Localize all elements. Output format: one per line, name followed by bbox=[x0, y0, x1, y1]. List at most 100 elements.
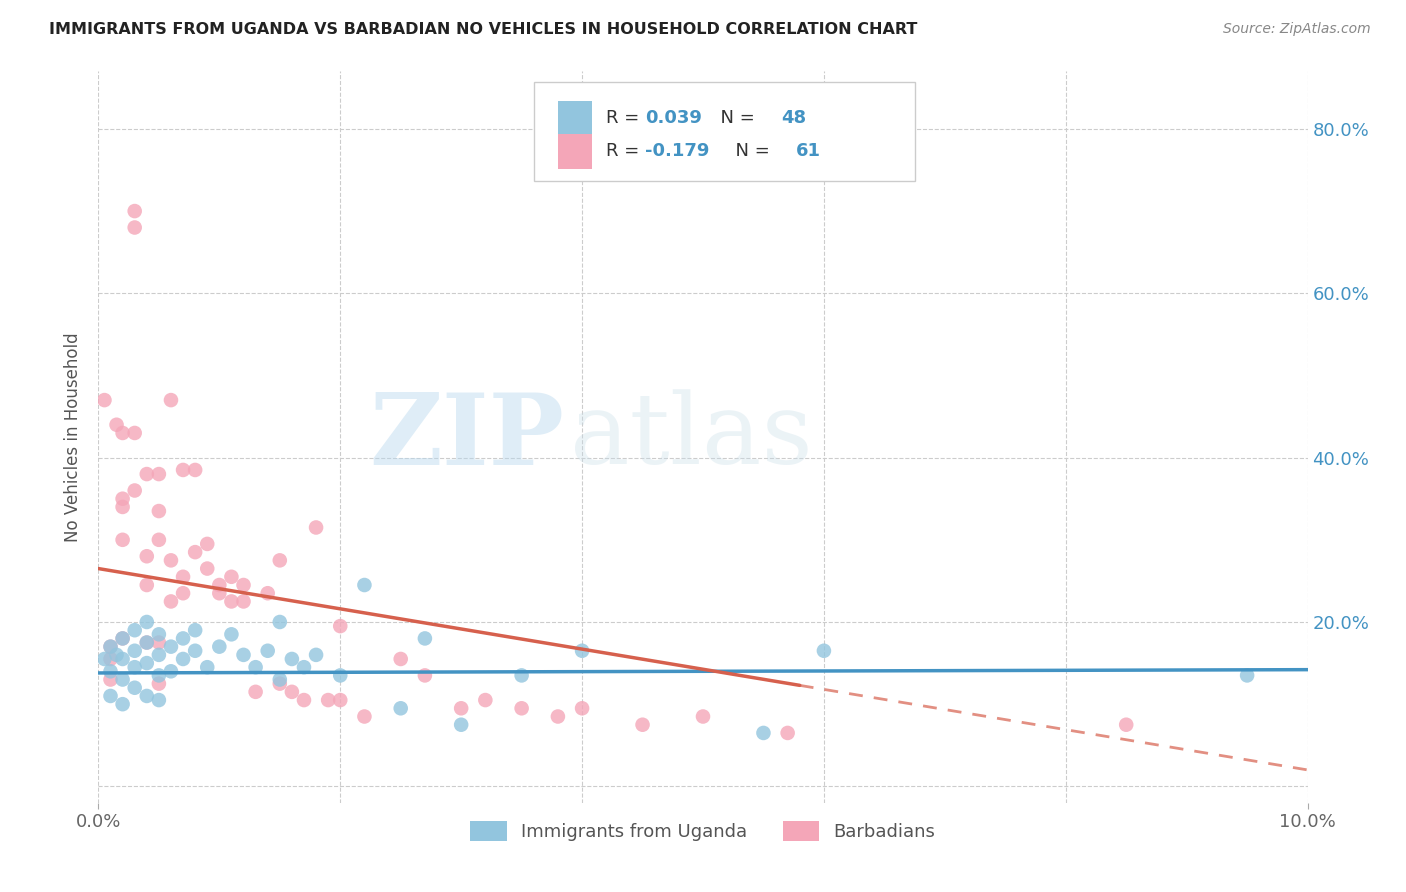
Point bbox=[160, 640, 183, 654]
Point bbox=[111, 500, 134, 514]
Point bbox=[124, 425, 146, 440]
Text: IMMIGRANTS FROM UGANDA VS BARBADIAN NO VEHICLES IN HOUSEHOLD CORRELATION CHART: IMMIGRANTS FROM UGANDA VS BARBADIAN NO V… bbox=[49, 22, 918, 37]
Point bbox=[100, 652, 122, 666]
Point bbox=[752, 726, 775, 740]
Point bbox=[245, 660, 267, 674]
Y-axis label: No Vehicles in Household: No Vehicles in Household bbox=[65, 332, 83, 542]
Point bbox=[184, 644, 207, 658]
Point bbox=[160, 393, 183, 408]
Point bbox=[269, 673, 291, 687]
Point bbox=[148, 467, 170, 481]
Text: 0.039: 0.039 bbox=[645, 109, 702, 128]
Point bbox=[221, 627, 243, 641]
Point bbox=[232, 648, 254, 662]
Point bbox=[389, 701, 412, 715]
Point bbox=[135, 656, 157, 670]
Point bbox=[571, 701, 593, 715]
Point bbox=[389, 652, 412, 666]
Point bbox=[232, 594, 254, 608]
Point bbox=[160, 553, 183, 567]
Point bbox=[571, 644, 593, 658]
Point bbox=[148, 648, 170, 662]
Point bbox=[172, 570, 194, 584]
Point bbox=[135, 615, 157, 629]
Text: -0.179: -0.179 bbox=[645, 142, 710, 160]
Point bbox=[124, 220, 146, 235]
Point bbox=[172, 652, 194, 666]
Point bbox=[100, 665, 122, 679]
Point bbox=[135, 635, 157, 649]
Point bbox=[111, 652, 134, 666]
Point bbox=[160, 594, 183, 608]
Point bbox=[100, 640, 122, 654]
Text: 61: 61 bbox=[796, 142, 821, 160]
Point bbox=[269, 553, 291, 567]
Point bbox=[148, 693, 170, 707]
Point bbox=[148, 627, 170, 641]
Point bbox=[776, 726, 799, 740]
Point bbox=[305, 520, 328, 534]
Point bbox=[195, 561, 218, 575]
Point bbox=[100, 673, 122, 687]
Point bbox=[105, 417, 128, 432]
Point bbox=[148, 635, 170, 649]
Point bbox=[547, 709, 569, 723]
Point bbox=[124, 204, 146, 219]
Point bbox=[148, 504, 170, 518]
Point bbox=[184, 624, 207, 638]
Point bbox=[184, 463, 207, 477]
Point bbox=[135, 578, 157, 592]
Point bbox=[631, 717, 654, 731]
FancyBboxPatch shape bbox=[534, 82, 915, 181]
Point bbox=[450, 701, 472, 715]
Point bbox=[135, 635, 157, 649]
Point bbox=[93, 393, 115, 408]
Point bbox=[256, 644, 278, 658]
Bar bbox=[558, 134, 592, 169]
Point bbox=[353, 578, 375, 592]
Point bbox=[111, 697, 134, 711]
Point bbox=[195, 660, 218, 674]
Point bbox=[221, 594, 243, 608]
Point bbox=[100, 640, 122, 654]
Text: ZIP: ZIP bbox=[368, 389, 564, 485]
Point bbox=[450, 717, 472, 731]
Point bbox=[148, 533, 170, 547]
Point bbox=[245, 685, 267, 699]
Point bbox=[172, 586, 194, 600]
Point bbox=[281, 685, 304, 699]
Point bbox=[135, 689, 157, 703]
Point bbox=[124, 681, 146, 695]
Point bbox=[124, 644, 146, 658]
Point bbox=[124, 660, 146, 674]
Point bbox=[124, 483, 146, 498]
Point bbox=[111, 632, 134, 646]
Point bbox=[316, 693, 339, 707]
Point bbox=[232, 578, 254, 592]
Point bbox=[413, 632, 436, 646]
Point bbox=[135, 467, 157, 481]
Point bbox=[305, 648, 328, 662]
Text: R =: R = bbox=[606, 142, 645, 160]
Point bbox=[1115, 717, 1137, 731]
Point bbox=[813, 644, 835, 658]
Point bbox=[269, 676, 291, 690]
Point bbox=[269, 615, 291, 629]
Point bbox=[474, 693, 496, 707]
Bar bbox=[558, 101, 592, 136]
Point bbox=[111, 533, 134, 547]
Legend: Immigrants from Uganda, Barbadians: Immigrants from Uganda, Barbadians bbox=[463, 814, 943, 848]
Point bbox=[692, 709, 714, 723]
Point bbox=[221, 570, 243, 584]
Point bbox=[292, 693, 315, 707]
Point bbox=[292, 660, 315, 674]
Text: N =: N = bbox=[709, 109, 761, 128]
Point bbox=[105, 648, 128, 662]
Point bbox=[160, 665, 183, 679]
Point bbox=[184, 545, 207, 559]
Point bbox=[413, 668, 436, 682]
Point bbox=[111, 632, 134, 646]
Point bbox=[329, 619, 352, 633]
Text: Source: ZipAtlas.com: Source: ZipAtlas.com bbox=[1223, 22, 1371, 37]
Point bbox=[510, 701, 533, 715]
